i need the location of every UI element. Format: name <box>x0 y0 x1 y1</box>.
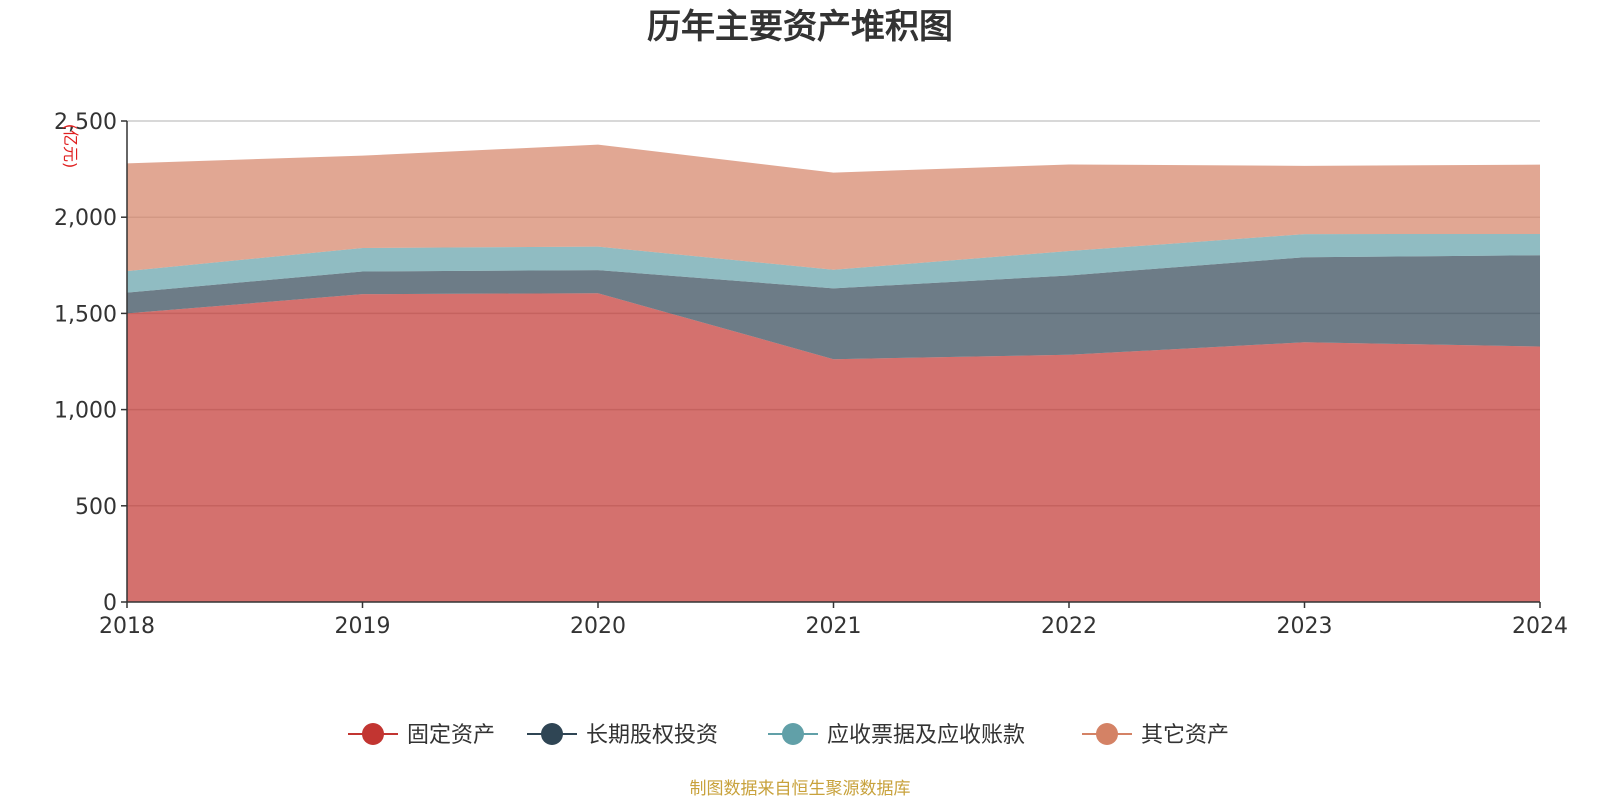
legend-item-2[interactable]: 应收票据及应收账款 <box>768 723 1025 748</box>
legend[interactable]: 固定资产 长期股权投资 应收票据及应收账款 其它资产 <box>348 723 1229 748</box>
source-note: 制图数据来自恒生聚源数据库 <box>689 779 911 799</box>
x-tick-label-6: 2024 <box>1512 614 1568 639</box>
y-tick-label-3: 1,500 <box>54 302 117 327</box>
area-series-1[interactable] <box>127 255 1540 360</box>
legend-marker-2 <box>782 723 804 745</box>
legend-label-0: 固定资产 <box>407 723 495 748</box>
x-tick-label-1: 2019 <box>335 614 391 639</box>
chart-title: 历年主要资产堆积图 <box>647 7 953 47</box>
legend-label-1: 长期股权投资 <box>586 723 718 748</box>
x-tick-label-0: 2018 <box>99 614 155 639</box>
legend-item-0[interactable]: 固定资产 <box>348 723 495 748</box>
y-unit-label: (亿元) <box>61 124 80 169</box>
y-tick-label-2: 1,000 <box>54 399 117 424</box>
legend-marker-3 <box>1096 723 1118 745</box>
legend-marker-1 <box>541 723 563 745</box>
x-tick-label-4: 2022 <box>1041 614 1097 639</box>
y-tick-label-0: 0 <box>103 591 117 616</box>
area-series-3[interactable] <box>127 144 1540 272</box>
legend-label-2: 应收票据及应收账款 <box>827 723 1025 748</box>
legend-label-3: 其它资产 <box>1141 723 1229 748</box>
x-tick-label-2: 2020 <box>570 614 626 639</box>
x-tick-label-5: 2023 <box>1277 614 1333 639</box>
area-series-0[interactable] <box>127 293 1540 602</box>
area-series-2[interactable] <box>127 233 1540 293</box>
x-tick-label-3: 2021 <box>806 614 862 639</box>
y-tick-label-5: 2,500 <box>54 110 117 135</box>
area-series <box>127 144 1540 602</box>
legend-item-1[interactable]: 长期股权投资 <box>527 723 718 748</box>
y-tick-label-4: 2,000 <box>54 206 117 231</box>
axes: 0 500 1,000 1,500 2,000 2,500 2018 2019 2020 2021… <box>54 110 1568 639</box>
legend-marker-0 <box>362 723 384 745</box>
legend-item-3[interactable]: 其它资产 <box>1082 723 1229 748</box>
y-tick-label-1: 500 <box>75 495 117 520</box>
